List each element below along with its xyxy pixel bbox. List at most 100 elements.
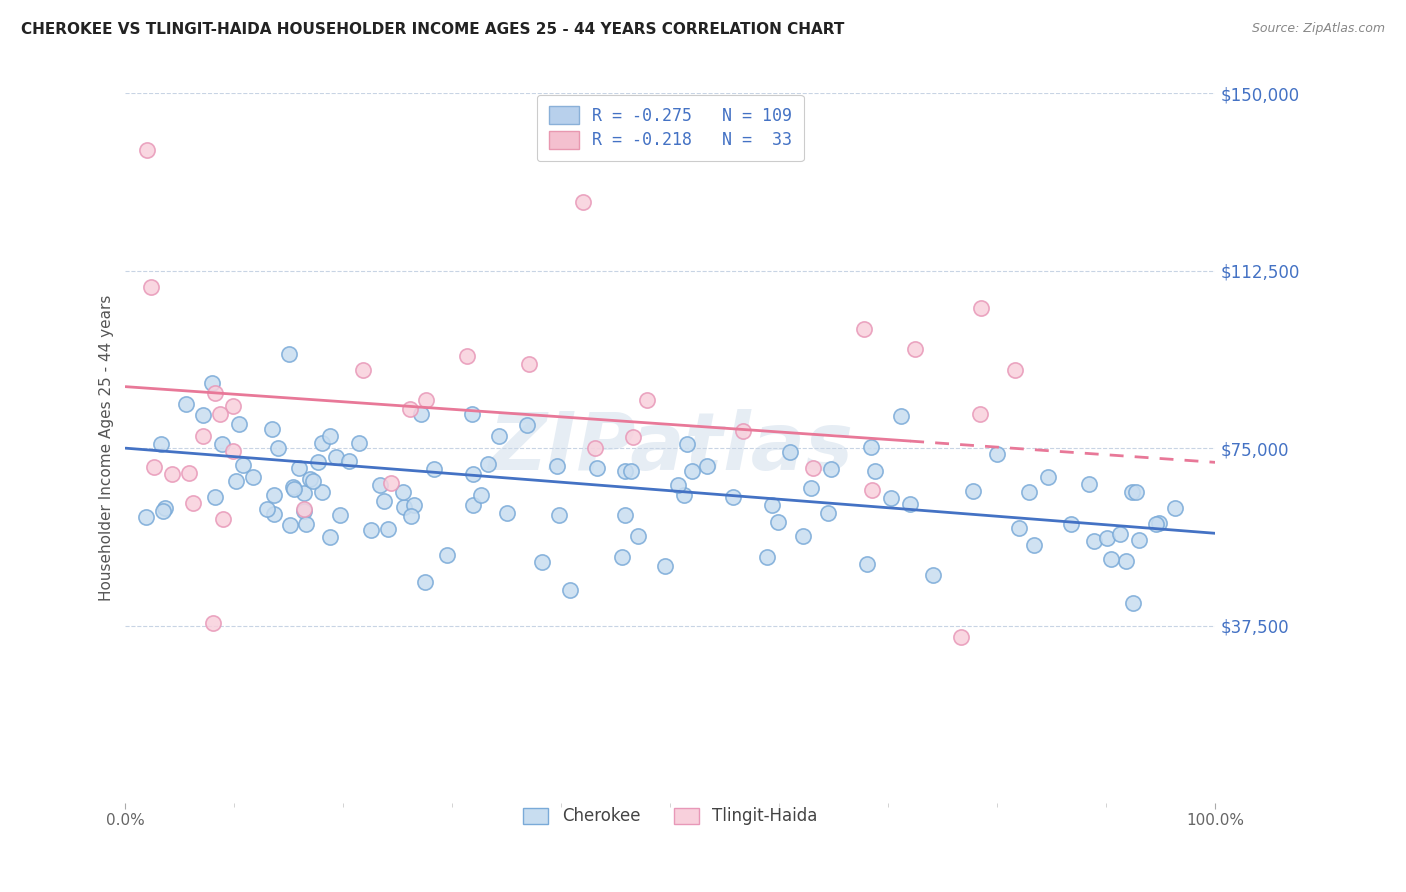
Point (860, 440, 883, 454)
Point (879, 491, 901, 505)
Point (415, 392, 437, 407)
Point (319, 530, 342, 544)
Point (204, 385, 226, 400)
Point (260, 422, 283, 436)
Point (399, 508, 422, 523)
Point (792, 529, 814, 543)
Point (456, 349, 478, 363)
Point (135, 510, 157, 524)
Point (1008, 521, 1031, 535)
Point (470, 488, 492, 502)
Point (583, 441, 606, 455)
Point (139, 279, 162, 293)
Point (278, 517, 301, 532)
Point (307, 455, 329, 469)
Point (922, 568, 945, 582)
Point (160, 467, 183, 481)
Point (800, 481, 823, 495)
Point (373, 493, 395, 508)
Point (281, 480, 304, 494)
Point (352, 363, 374, 377)
Point (620, 464, 643, 478)
Point (292, 502, 315, 516)
Point (311, 484, 333, 499)
Point (676, 437, 699, 451)
Point (613, 464, 636, 478)
Point (295, 517, 318, 532)
Point (731, 425, 754, 439)
Point (585, 461, 607, 475)
Point (179, 466, 201, 480)
Point (1004, 363, 1026, 377)
Text: CHEROKEE VS TLINGIT-HAIDA HOUSEHOLDER INCOME AGES 25 - 44 YEARS CORRELATION CHAR: CHEROKEE VS TLINGIT-HAIDA HOUSEHOLDER IN… (21, 22, 845, 37)
Point (319, 429, 342, 443)
Point (392, 484, 415, 499)
Point (222, 443, 245, 458)
Point (1099, 551, 1122, 566)
Point (613, 508, 636, 523)
Point (517, 357, 540, 371)
Point (292, 486, 315, 500)
Point (423, 461, 446, 475)
Point (890, 409, 912, 424)
Point (1121, 485, 1143, 500)
Point (153, 500, 176, 515)
Point (558, 583, 581, 598)
Point (152, 503, 174, 517)
Point (191, 429, 214, 443)
Point (380, 476, 402, 491)
Point (817, 507, 839, 521)
Point (1022, 538, 1045, 552)
Point (225, 474, 247, 488)
Point (1122, 596, 1144, 610)
Point (463, 467, 485, 481)
Point (436, 548, 458, 562)
Point (201, 616, 224, 631)
Point (136, 143, 159, 157)
Point (149, 437, 172, 451)
Point (1147, 516, 1170, 530)
Point (1018, 485, 1040, 500)
Point (256, 502, 278, 516)
Point (461, 407, 484, 421)
Point (681, 464, 703, 478)
Point (337, 454, 360, 468)
Point (1060, 516, 1083, 531)
Point (1115, 554, 1137, 568)
Point (368, 478, 391, 492)
Point (852, 322, 875, 336)
Point (181, 496, 204, 510)
Point (242, 470, 264, 484)
Point (548, 508, 571, 522)
Point (311, 435, 333, 450)
Point (174, 397, 197, 411)
Point (208, 407, 231, 421)
Point (1083, 533, 1105, 548)
Point (1164, 500, 1187, 515)
Point (761, 498, 783, 512)
Point (572, 195, 595, 210)
Point (292, 503, 315, 517)
Point (898, 497, 921, 511)
Point (193, 408, 215, 422)
Point (756, 549, 779, 564)
Point (696, 458, 718, 473)
Text: Source: ZipAtlas.com: Source: ZipAtlas.com (1251, 22, 1385, 36)
Point (986, 446, 1008, 460)
Point (329, 508, 352, 523)
Point (516, 417, 538, 432)
Point (1078, 477, 1101, 491)
Point (288, 460, 311, 475)
Point (1144, 516, 1167, 531)
Point (204, 491, 226, 505)
Point (779, 444, 801, 458)
Point (404, 498, 426, 512)
Point (263, 488, 285, 502)
Point (496, 506, 519, 520)
Point (621, 430, 644, 444)
Y-axis label: Householder Income Ages 25 - 44 years: Householder Income Ages 25 - 44 years (100, 295, 114, 601)
Point (228, 417, 250, 431)
Point (1128, 533, 1150, 547)
Point (360, 523, 382, 537)
Legend: Cherokee, Tlingit-Haida: Cherokee, Tlingit-Haida (515, 799, 825, 834)
